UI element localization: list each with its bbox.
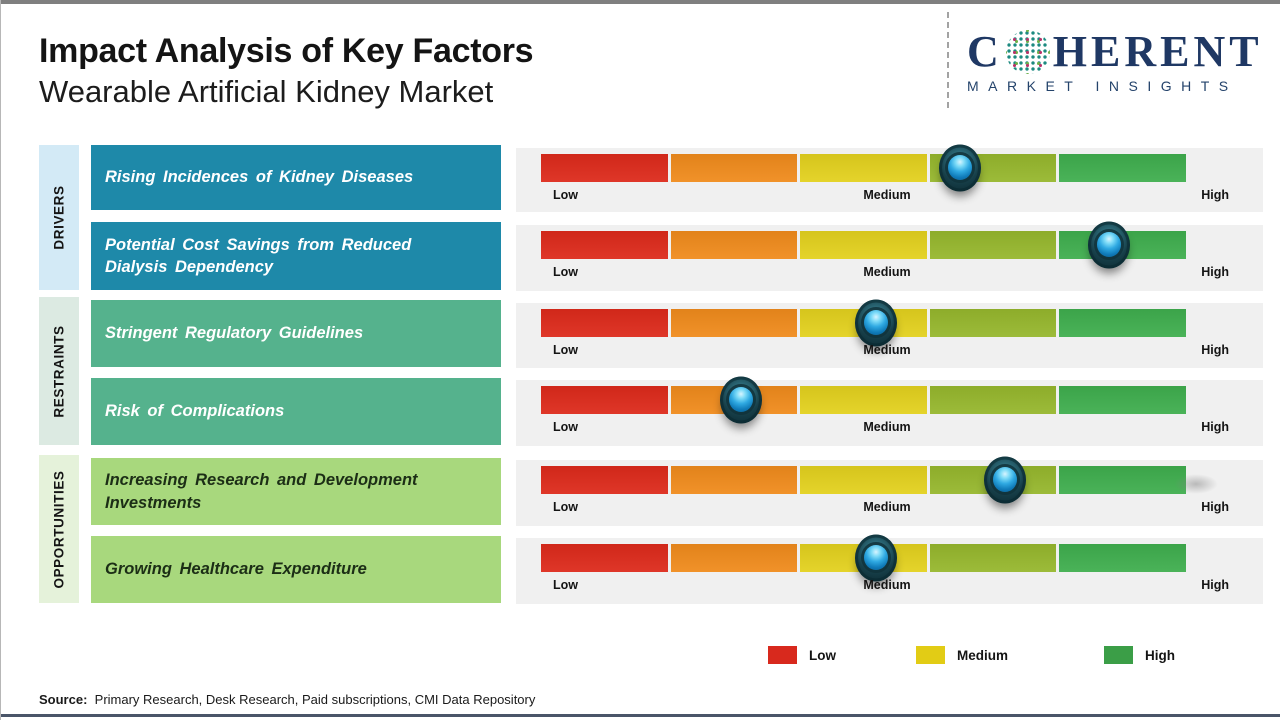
logo-divider-dashed-line [947,12,949,108]
factor-box-risk-of-complications: Risk of Complications [91,378,501,445]
segment-high [1059,154,1186,182]
segment-medium [800,231,927,259]
segment-low [541,544,668,572]
tick-high: High [1201,500,1229,514]
tick-medium: Medium [863,500,911,514]
impact-bar-row-1: Low Medium High [516,144,1263,212]
tick-low: Low [553,265,578,279]
impact-scale-bar [541,144,1186,192]
segment-low-medium [670,466,798,494]
segment-high [1059,386,1186,414]
tick-high: High [1201,188,1229,202]
tick-high: High [1201,420,1229,434]
impact-bar-row-6: Low Medium High [516,534,1263,604]
source-note: Source: Primary Research, Desk Research,… [39,692,536,707]
impact-marker-sphere [719,376,762,424]
segment-low [541,309,668,337]
tick-high: High [1201,265,1229,279]
category-label-opportunities: OPPORTUNITIES [39,455,79,603]
segment-high [1059,309,1186,337]
tick-low: Low [553,420,578,434]
segment-medium-high [929,309,1057,337]
segment-low-medium [670,309,798,337]
impact-marker-sphere [984,456,1027,504]
legend-swatch-high [1104,646,1133,664]
source-label: Source: [39,692,88,707]
impact-scale-bar [541,299,1186,347]
tick-medium: Medium [863,578,911,592]
segment-low-medium [670,544,798,572]
logo-letters-herent: HERENT [1052,27,1263,76]
header: Impact Analysis of Key Factors Wearable … [39,30,534,111]
bottom-border-rule [1,714,1280,717]
impact-bar-row-4: Low Medium High [516,376,1263,446]
impact-marker-sphere [855,299,898,347]
tick-high: High [1201,578,1229,592]
factor-box-regulatory-guidelines: Stringent Regulatory Guidelines [91,300,501,367]
impact-scale-bar [541,221,1186,269]
top-border-rule [1,0,1280,4]
impact-marker-sphere [1087,221,1130,269]
segment-low [541,466,668,494]
tick-low: Low [553,578,578,592]
legend-item-high: High [1104,646,1175,664]
tick-medium: Medium [863,265,911,279]
segment-low-medium [670,154,798,182]
coherent-market-insights-logo: C HERENT MARKET INSIGHTS [967,30,1263,95]
page-subtitle: Wearable Artificial Kidney Market [39,73,494,109]
tick-medium: Medium [863,420,911,434]
factor-box-rd-investments: Increasing Research and Development Inve… [91,458,501,525]
segment-low [541,231,668,259]
logo-letter-c: C [967,27,1003,76]
impact-bar-row-2: Low Medium High [516,221,1263,291]
category-label-drivers: DRIVERS [39,145,79,290]
dotted-globe-icon [1005,30,1050,74]
segment-high [1059,466,1186,494]
impact-scale-bar [541,376,1186,424]
impact-bar-row-5: Low Medium High [516,456,1263,526]
page-title: Impact Analysis of Key Factors [39,32,534,70]
segment-medium-high [929,544,1057,572]
legend-item-medium: Medium [916,646,1008,664]
tick-medium: Medium [863,188,911,202]
legend-item-low: Low [768,646,836,664]
impact-scale-bar [541,534,1186,582]
tick-medium: Medium [863,343,911,357]
segment-low [541,154,668,182]
impact-bar-row-3: Low Medium High [516,299,1263,368]
impact-marker-sphere [939,144,982,192]
legend-swatch-low [768,646,797,664]
segment-medium-high [929,386,1057,414]
segment-low-medium [670,231,798,259]
factor-box-cost-savings: Potential Cost Savings from Reduced Dial… [91,222,501,290]
segment-medium [800,154,927,182]
category-label-restraints: RESTRAINTS [39,297,79,445]
impact-marker-sphere [855,534,898,582]
segment-medium-high [929,231,1057,259]
segment-medium [800,386,927,414]
bar-end-shadow [1174,474,1218,494]
factor-box-healthcare-expenditure: Growing Healthcare Expenditure [91,536,501,603]
logo-wordmark: C HERENT [967,30,1263,74]
logo-tagline: MARKET INSIGHTS [967,78,1238,94]
segment-low [541,386,668,414]
segment-high [1059,544,1186,572]
tick-high: High [1201,343,1229,357]
legend-swatch-medium [916,646,945,664]
impact-scale-bar [541,456,1218,504]
segment-medium [800,466,927,494]
tick-low: Low [553,500,578,514]
factor-box-rising-incidences: Rising Incidences of Kidney Diseases [91,145,501,210]
tick-low: Low [553,343,578,357]
tick-low: Low [553,188,578,202]
